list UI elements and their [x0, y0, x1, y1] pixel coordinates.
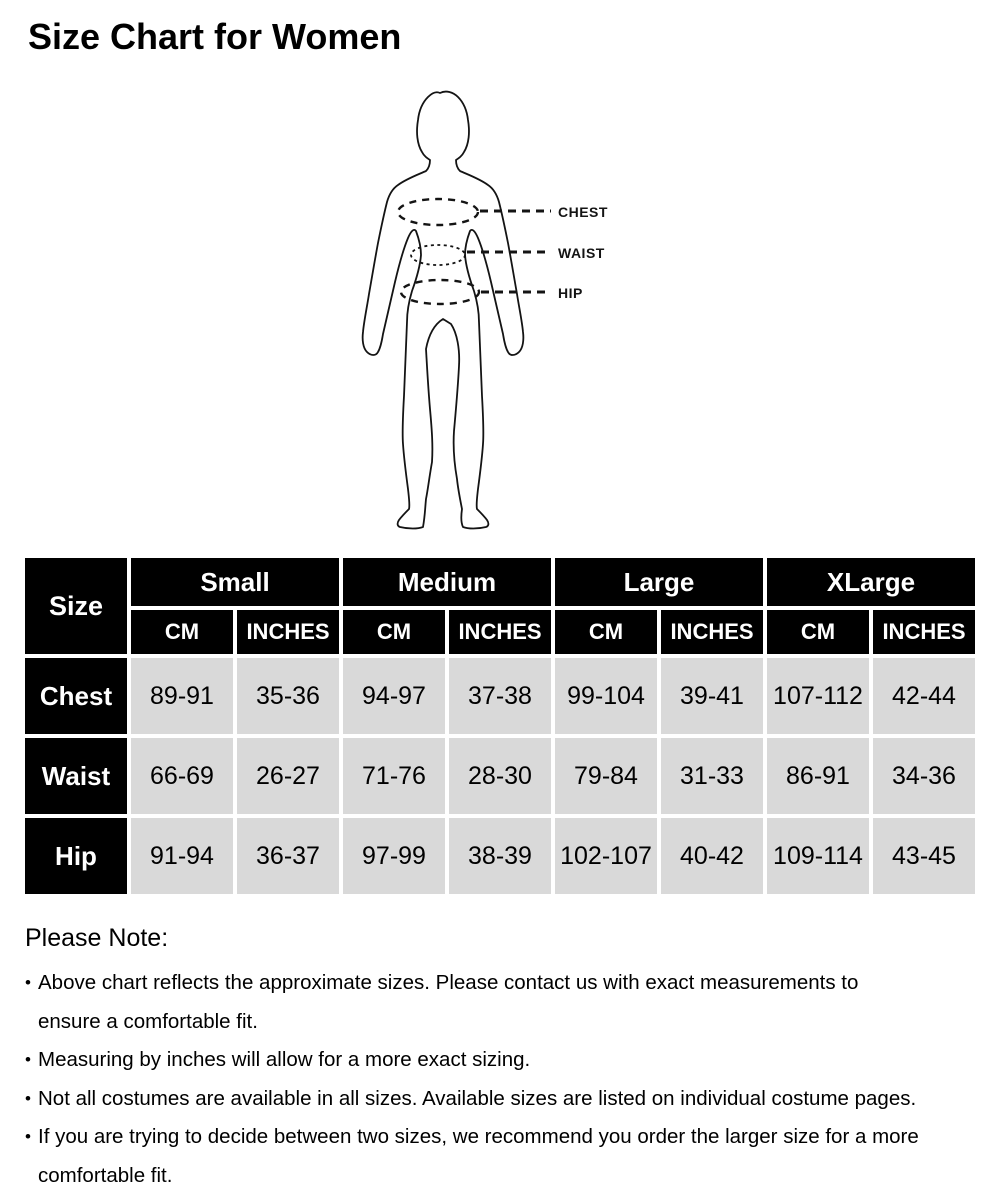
waist-ellipse: [410, 244, 466, 266]
row-label-waist: Waist: [25, 738, 127, 814]
hip-medium-inches: 38-39: [449, 818, 551, 894]
hip-small-inches: 36-37: [237, 818, 339, 894]
hip-large-inches: 40-42: [661, 818, 763, 894]
group-header-large: Large: [555, 558, 763, 606]
page-title: Size Chart for Women: [28, 16, 402, 57]
note-text: Not all costumes are available in all si…: [38, 1080, 970, 1119]
chest-large-cm: 99-104: [555, 658, 657, 734]
note-line: Not all costumes are available in all si…: [38, 1086, 917, 1110]
note-line: Measuring by inches will allow for a mor…: [38, 1048, 531, 1071]
waist-medium-inches: 28-30: [449, 738, 551, 814]
female-figure-svg: CHEST WAIST HIP: [361, 90, 608, 530]
bullet-icon: •: [25, 973, 31, 992]
note-item: • Measuring by inches will allow for a m…: [25, 1041, 970, 1080]
group-header-small: Small: [131, 558, 339, 606]
note-text: Above chart reflects the approximate siz…: [38, 964, 970, 1041]
note-line: Above chart reflects the approximate siz…: [38, 971, 859, 994]
waist-small-inches: 26-27: [237, 738, 339, 814]
chest-xlarge-cm: 107-112: [767, 658, 869, 734]
hip-medium-cm: 97-99: [343, 818, 445, 894]
chest-small-cm: 89-91: [131, 658, 233, 734]
waist-xlarge-inches: 34-36: [873, 738, 975, 814]
row-label-chest: Chest: [25, 658, 127, 734]
chest-small-inches: 35-36: [237, 658, 339, 734]
unit-header-inches: INCHES: [237, 610, 339, 654]
hip-ellipse: [399, 278, 481, 306]
note-line: If you are trying to decide between two …: [38, 1125, 919, 1148]
waist-label: WAIST: [558, 245, 605, 261]
size-chart-table: Size Small Medium Large XLarge CM INCHES…: [21, 554, 979, 898]
table-row-chest: Chest 89-91 35-36 94-97 37-38 99-104 39-…: [25, 658, 975, 734]
waist-medium-cm: 71-76: [343, 738, 445, 814]
waist-xlarge-cm: 86-91: [767, 738, 869, 814]
bullet-icon: •: [25, 1127, 31, 1146]
group-header-xlarge: XLarge: [767, 558, 975, 606]
unit-header-cm: CM: [767, 610, 869, 654]
hip-large-cm: 102-107: [555, 818, 657, 894]
unit-header-cm: CM: [131, 610, 233, 654]
chest-ellipse: [396, 197, 480, 227]
chest-large-inches: 39-41: [661, 658, 763, 734]
chest-label: CHEST: [558, 204, 608, 220]
row-label-hip: Hip: [25, 818, 127, 894]
note-text: Measuring by inches will allow for a mor…: [38, 1041, 970, 1080]
chest-medium-inches: 37-38: [449, 658, 551, 734]
unit-header-cm: CM: [343, 610, 445, 654]
unit-header-inches: INCHES: [661, 610, 763, 654]
notes-section: Please Note: • Above chart reflects the …: [25, 922, 970, 1194]
unit-header-inches: INCHES: [873, 610, 975, 654]
note-item: • If you are trying to decide between tw…: [25, 1118, 970, 1194]
note-text: If you are trying to decide between two …: [38, 1118, 970, 1194]
waist-large-cm: 79-84: [555, 738, 657, 814]
unit-header-cm: CM: [555, 610, 657, 654]
hip-small-cm: 91-94: [131, 818, 233, 894]
hip-xlarge-inches: 43-45: [873, 818, 975, 894]
hip-xlarge-cm: 109-114: [767, 818, 869, 894]
bullet-icon: •: [25, 1088, 31, 1108]
chest-medium-cm: 94-97: [343, 658, 445, 734]
note-item: • Not all costumes are available in all …: [25, 1080, 970, 1119]
unit-header-inches: INCHES: [449, 610, 551, 654]
chest-xlarge-inches: 42-44: [873, 658, 975, 734]
table-row-waist: Waist 66-69 26-27 71-76 28-30 79-84 31-3…: [25, 738, 975, 814]
waist-large-inches: 31-33: [661, 738, 763, 814]
hip-label: HIP: [558, 285, 583, 301]
body-measurement-diagram: CHEST WAIST HIP: [350, 80, 680, 550]
size-corner-header: Size: [25, 558, 127, 654]
note-line: ensure a comfortable fit.: [38, 1009, 258, 1033]
notes-heading: Please Note:: [25, 924, 169, 952]
note-item: • Above chart reflects the approximate s…: [25, 964, 970, 1041]
bullet-icon: •: [25, 1050, 31, 1069]
table-row-hip: Hip 91-94 36-37 97-99 38-39 102-107 40-4…: [25, 818, 975, 894]
note-line: comfortable fit.: [38, 1163, 173, 1187]
group-header-medium: Medium: [343, 558, 551, 606]
female-figure-outline: [361, 90, 525, 530]
waist-small-cm: 66-69: [131, 738, 233, 814]
